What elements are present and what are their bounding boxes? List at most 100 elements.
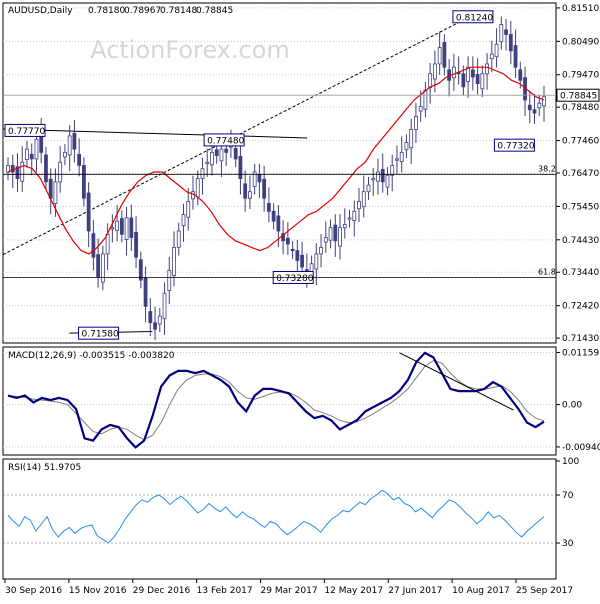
candle-body [6,165,10,173]
current-price-box [556,88,600,102]
candle-body [58,161,63,183]
candle-body [186,201,191,218]
x-tick-label: 10 Aug 2017 [452,586,510,596]
price-panel: ActionForex.com 0.77770 0.77480 0.71580 0.7… [2,2,600,344]
x-tick-label: 12 May 2017 [324,586,383,596]
price-tick-label: 0.74430 [562,236,599,246]
candle-body [119,218,124,235]
candle-body [67,135,72,156]
price-annotation-box [493,138,535,152]
candle-body [81,165,86,199]
candle-body [110,227,115,230]
rsi-line [7,489,545,544]
candle-body [195,178,200,198]
price-tick-label: 0.81510 [562,4,599,14]
ohlc-open: 0.78180 [88,6,125,16]
ohlc-high: 0.78967 [124,6,161,16]
candle-body [124,217,129,240]
candle-body [100,253,105,283]
price-annotation-box [452,10,494,24]
candle-body [466,66,471,83]
candle-body [494,43,499,58]
candle-body [527,104,532,111]
candle-body [96,254,101,278]
price-tick-label: 0.76470 [562,169,599,179]
macd-tick-label: -0.009408 [562,443,600,453]
macd-trend-line [399,352,514,411]
candle-body [162,292,167,320]
candle-body [508,34,513,52]
candle-body [295,250,300,261]
candle-body [15,166,20,179]
rsi-tick-label: 30 [562,539,574,549]
candle-body [200,168,205,179]
candle-body [371,178,376,181]
candle-body [257,174,262,183]
x-axis: 30 Sep 2016 15 Nov 2016 29 Dec 2016 13 Feb … [4,579,573,596]
price-annotation-label: 0.77320 [497,142,534,152]
x-tick-label: 30 Sep 2016 [5,586,62,596]
candle-body [105,233,110,255]
candle-body [376,171,380,182]
price-tick-label: 0.77460 [562,137,599,147]
candle-body [333,224,338,242]
candle-body [176,230,181,248]
price-tick-label: 0.72420 [562,302,599,312]
candle-body [53,181,58,204]
candle-body [409,129,414,149]
candle-body [157,315,162,325]
candle-body [25,148,29,160]
candle-body [10,165,15,173]
candle-body [181,214,186,227]
candle-body [461,73,466,88]
price-tick-label: 0.80490 [562,37,599,47]
candle-body [380,168,385,183]
candle-body [219,148,224,162]
candle-body [442,41,447,68]
candle-body [542,96,546,107]
candle-body [205,161,210,164]
candle-body [48,178,53,199]
price-annotation-label: 0.71580 [82,330,119,340]
candle-body [395,158,399,161]
candle-body [281,233,286,242]
candle-body [243,183,248,199]
candle-body [319,246,323,255]
watermark-text: ActionForex.com [90,36,290,64]
resistance-trendline [2,128,308,139]
candle-body [470,69,475,78]
trend-trendline [2,19,464,256]
candle-body [361,191,366,208]
candle-body [347,217,352,220]
candle-body [91,233,96,258]
candle-body [262,178,267,199]
macd-panel: 0.01159 0.00 -0.009408 MACD(12,26,9) -0.00… [2,346,600,456]
price-annotation-label: 0.73280 [276,274,313,284]
macd-panel-title: MACD(12,26,9) -0.003515 -0.003820 [8,351,175,361]
candle-body [29,153,34,160]
candle-body [414,115,418,130]
price-annotation-label: 0.77770 [8,127,45,137]
candle-body [285,237,290,245]
candle-body [418,106,423,112]
candle-body [428,73,433,88]
candle-body [143,277,148,307]
candle-body [485,63,489,75]
candle-body [248,191,252,199]
x-tick-label: 13 Feb 2017 [197,586,253,596]
ohlc-low: 0.78148 [160,6,197,16]
candle-body [238,155,243,179]
candle-body [172,246,176,276]
candle-body [437,47,442,65]
rsi-panel-title: RSI(14) 51.9705 [8,463,81,473]
candle-body [134,231,138,258]
candle-body [390,165,395,176]
candle-body [271,210,276,222]
candle-body [513,45,518,68]
candle-body [191,191,195,200]
price-annotation-box [78,326,120,340]
candle-body [224,148,229,153]
candle-body [63,151,67,158]
price-annotation-box [4,123,46,137]
